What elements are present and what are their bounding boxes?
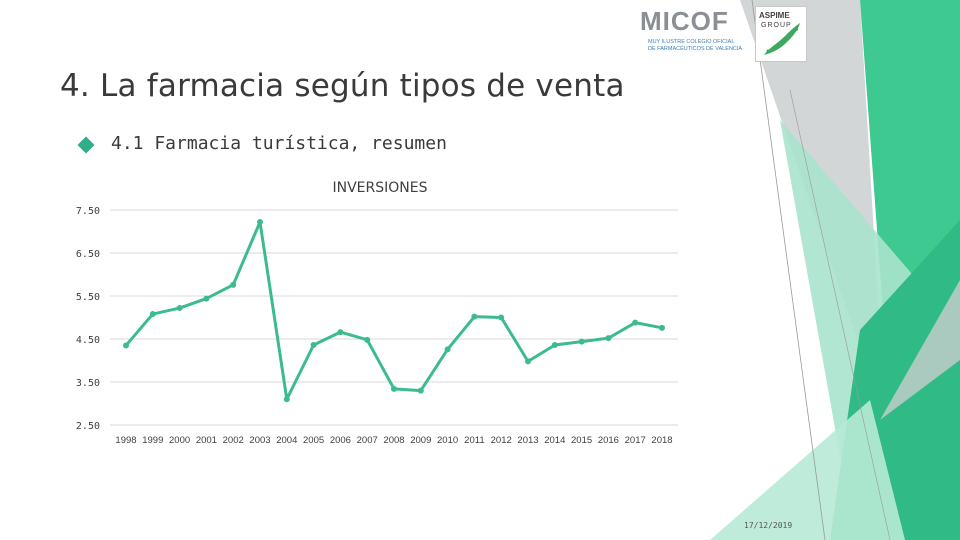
x-tick-label: 2002	[223, 435, 244, 446]
aspime-logo-text: ASPIME	[759, 11, 790, 20]
micof-logo-line1: MUY ILUSTRE COLEGIO OFICIAL	[648, 39, 735, 45]
micof-logo-text: MICOF	[640, 6, 729, 36]
x-tick-label: 2004	[276, 435, 297, 446]
line-chart: INVERSIONES 7.50 6.50 5.50 4.50 3.50 2.50 199…	[76, 180, 678, 446]
x-tick-label: 2001	[196, 435, 217, 446]
series-line	[124, 220, 663, 401]
y-tick-label: 4.50	[76, 335, 100, 346]
chart-gridlines	[110, 209, 678, 426]
data-point	[444, 346, 451, 353]
data-point	[525, 358, 531, 365]
aspime-logo: ASPIME GROUP	[755, 6, 807, 62]
deco-light-bottom	[710, 400, 905, 540]
x-tick-label: 2007	[357, 435, 378, 446]
micof-logo: MICOF MUY ILUSTRE COLEGIO OFICIAL DE FAR…	[640, 6, 742, 54]
x-tick-label: 1998	[115, 435, 136, 446]
x-tick-label: 2014	[544, 435, 565, 446]
y-tick-label: 3.50	[76, 378, 100, 389]
chart-series	[123, 219, 665, 403]
data-point	[659, 324, 665, 331]
data-point	[123, 342, 129, 349]
chart-y-ticks: 7.50 6.50 5.50 4.50 3.50 2.50	[76, 206, 100, 432]
data-point	[203, 295, 210, 302]
data-point	[498, 314, 505, 321]
data-point	[471, 313, 478, 320]
micof-logo-line2: DE FARMACÉUTICOS DE VALENCIA	[648, 46, 743, 52]
deco-thin-line	[751, 0, 826, 540]
data-point	[230, 281, 237, 288]
x-tick-label: 2013	[517, 435, 538, 446]
x-tick-label: 2016	[598, 435, 619, 446]
x-tick-label: 2008	[383, 435, 404, 446]
chart-x-ticks: 1998 1999 2000 2001 2002 2003 2004 2005 2006 2007…	[115, 435, 672, 446]
data-point	[605, 335, 612, 342]
data-point	[632, 319, 639, 326]
x-tick-label: 2003	[249, 435, 270, 446]
data-point	[283, 396, 290, 403]
x-tick-label: 2017	[625, 435, 646, 446]
x-tick-label: 2012	[491, 435, 512, 446]
y-tick-label: 6.50	[76, 249, 100, 260]
data-point	[337, 329, 344, 336]
x-tick-label: 2011	[464, 435, 484, 446]
x-tick-label: 2015	[571, 435, 592, 446]
deco-thin-line-2	[789, 89, 891, 540]
page-subtitle: 4.1 Farmacia turística, resumen	[111, 133, 447, 154]
data-point	[310, 342, 317, 349]
y-tick-label: 5.50	[76, 292, 100, 303]
data-point	[176, 305, 183, 312]
aspime-logo-subtext: GROUP	[761, 22, 792, 29]
aspime-map-icon	[764, 23, 800, 55]
data-point	[364, 336, 371, 343]
x-tick-label: 1999	[142, 435, 163, 446]
data-point	[149, 311, 156, 318]
y-tick-label: 7.50	[76, 206, 100, 217]
x-tick-label: 2000	[169, 435, 190, 446]
data-point	[578, 338, 585, 345]
x-tick-label: 2005	[303, 435, 324, 446]
x-tick-label: 2010	[437, 435, 458, 446]
data-point	[417, 387, 424, 394]
micof-logo-subtext: MUY ILUSTRE COLEGIO OFICIAL DE FARMACÉUT…	[648, 39, 742, 53]
y-tick-label: 2.50	[76, 421, 100, 432]
data-point	[257, 219, 263, 226]
x-tick-label: 2009	[410, 435, 431, 446]
page-title: 4. La farmacia según tipos de venta	[60, 68, 625, 104]
deco-small-gray	[880, 280, 960, 420]
chart-title: INVERSIONES	[333, 180, 428, 196]
data-point	[391, 385, 397, 392]
slide-date: 17/12/2019	[744, 521, 793, 530]
x-tick-label: 2006	[330, 435, 351, 446]
x-tick-label: 2018	[651, 435, 672, 446]
data-point	[551, 342, 558, 349]
